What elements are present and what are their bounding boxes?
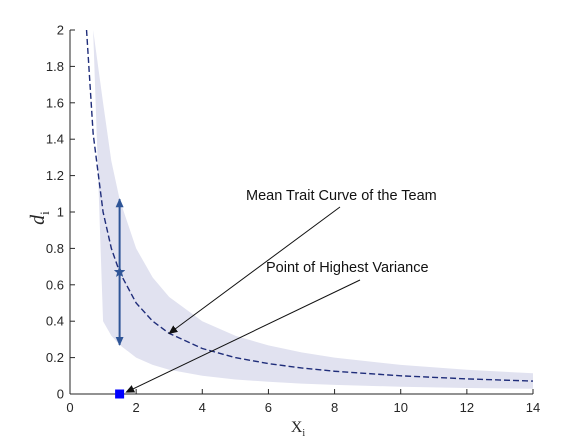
annotation-arrow (168, 206, 341, 334)
variance-band-layer (86, 30, 533, 389)
mean-star-marker (113, 265, 126, 278)
y-tick-label: 1.4 (46, 132, 64, 147)
y-tick-label: 0.2 (46, 350, 64, 365)
y-tick-label: 0.8 (46, 241, 64, 256)
x-tick-label: 6 (265, 400, 272, 415)
annotation-label: Mean Trait Curve of the Team (246, 188, 437, 204)
x-tick-label: 10 (393, 400, 407, 415)
y-axis-label: di (27, 211, 52, 225)
y-tick-label: 2 (57, 23, 64, 38)
x-tick-label: 8 (331, 400, 338, 415)
marker-layer (113, 198, 126, 399)
x-tick-label: 14 (526, 400, 540, 415)
y-tick-label: 1.8 (46, 59, 64, 74)
y-tick-label: 1.6 (46, 95, 64, 110)
x-tick-label: 4 (199, 400, 206, 415)
annotation-label: Point of Highest Variance (266, 260, 429, 276)
highest-variance-point (115, 389, 125, 399)
annotation-layer: Mean Trait Curve of the Team Point of Hig… (125, 188, 437, 393)
annotation-arrow (125, 279, 361, 393)
y-tick-label: 0.6 (46, 277, 64, 292)
y-tick-label: 0.4 (46, 314, 64, 329)
x-tick-label: 0 (66, 400, 73, 415)
y-tick-label: 1.2 (46, 168, 64, 183)
x-axis-label: Xi (291, 419, 306, 439)
variance-band (86, 30, 533, 389)
y-tick-label: 1 (57, 205, 64, 220)
mean-curve-layer (85, 29, 534, 382)
x-tick-label: 2 (133, 400, 140, 415)
axes: 0 2 4 6 8 10 12 14 0 0.2 0.4 0.6 0.8 1 1.2 1.4 1.6 1.8 2 (46, 23, 540, 416)
y-tick-label: 0 (57, 387, 64, 402)
x-tick-label: 12 (460, 400, 474, 415)
mean-trait-curve-line (85, 29, 534, 382)
